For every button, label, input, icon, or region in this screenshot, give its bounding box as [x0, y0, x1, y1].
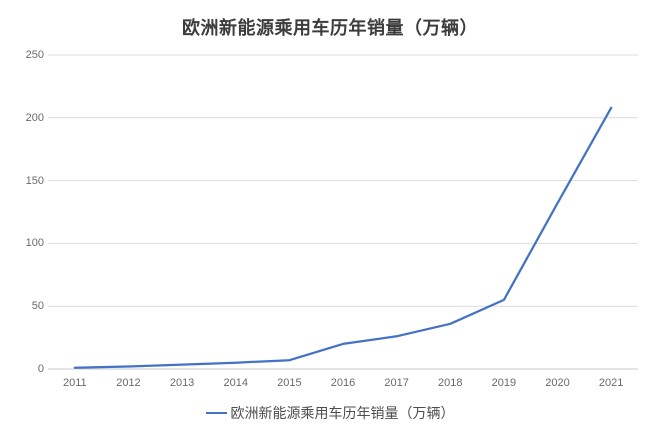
y-axis-label: 100 [25, 237, 44, 250]
legend-label: 欧洲新能源乘用车历年销量（万辆） [230, 405, 455, 421]
x-axis-label: 2018 [438, 377, 463, 389]
x-axis-label: 2017 [384, 377, 409, 389]
x-axis-label: 2012 [116, 377, 141, 389]
x-axis-label: 2014 [223, 377, 248, 389]
y-axis-label: 150 [25, 174, 44, 187]
y-axis-label: 200 [25, 111, 44, 124]
series-line [73, 106, 613, 369]
x-axis-label: 2015 [277, 377, 302, 389]
x-axis-label: 2020 [545, 377, 570, 389]
legend-line-marker [205, 412, 227, 414]
x-axis-label: 2021 [598, 377, 624, 389]
y-axis-label: 250 [25, 49, 44, 61]
y-axis-label: 50 [31, 300, 44, 313]
x-axis-label: 2011 [62, 377, 87, 389]
x-axis-label: 2016 [330, 377, 356, 389]
legend: 欧洲新能源乘用车历年销量（万辆） [0, 403, 660, 423]
x-axis-label: 2013 [169, 377, 195, 389]
x-axis-label: 2019 [491, 377, 517, 389]
chart-title: 欧洲新能源乘用车历年销量（万辆） [182, 18, 478, 38]
y-axis-label: 0 [37, 363, 44, 375]
